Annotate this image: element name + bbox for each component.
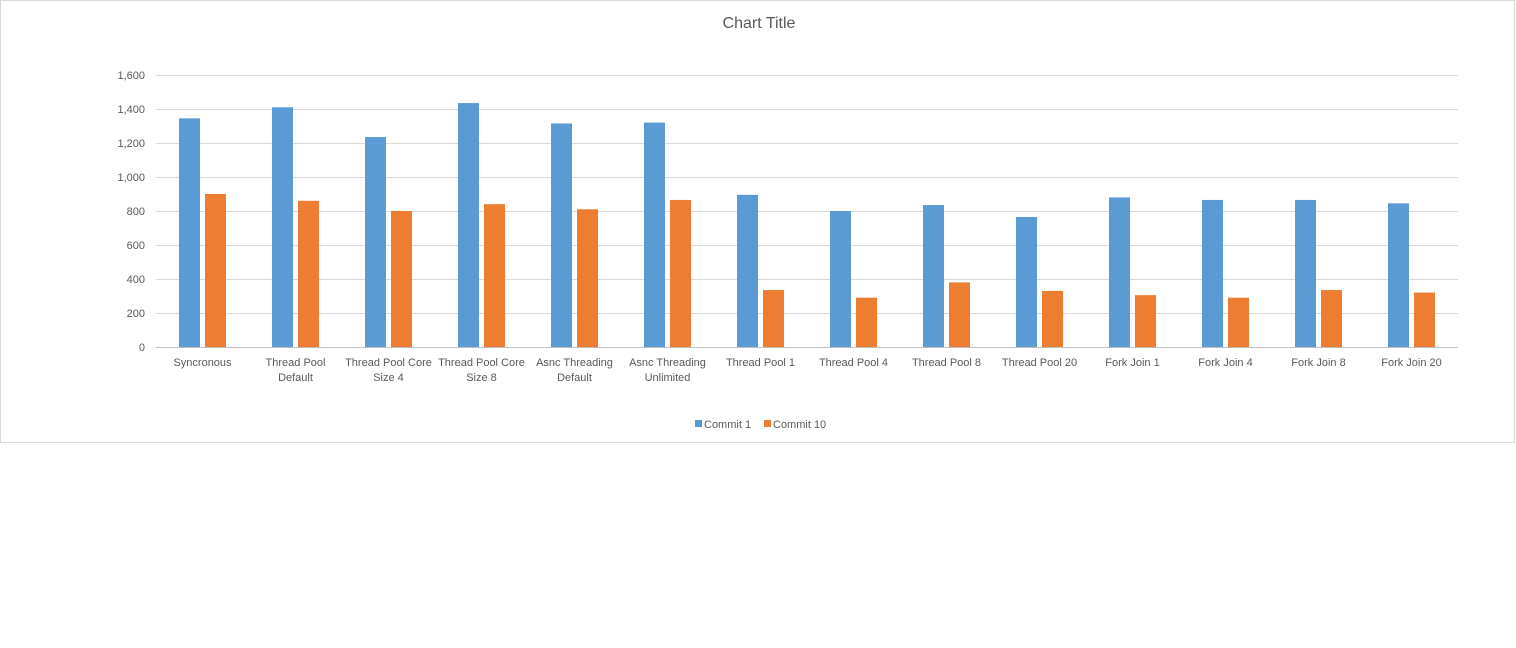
- bar-commit-10: [856, 297, 877, 347]
- x-category-label: Thread Pool 8: [912, 357, 981, 369]
- x-category-label: Thread Pool 20: [1002, 357, 1077, 369]
- bar-commit-10: [577, 209, 598, 347]
- bar-commit-10: [298, 200, 319, 347]
- y-tick-label: 0: [139, 342, 145, 354]
- x-category-label: Fork Join 4: [1198, 357, 1252, 369]
- bar-commit-1: [1388, 203, 1409, 347]
- x-category-label: Syncronous: [173, 357, 232, 369]
- x-category-label: Asnc Threading Default: [536, 357, 613, 384]
- legend: Commit 1 Commit 10: [695, 419, 826, 431]
- bar-commit-1: [1202, 199, 1223, 347]
- bar-commit-10: [763, 290, 784, 347]
- x-category-label: Thread Pool 1: [726, 357, 795, 369]
- bar-commit-10: [1414, 292, 1435, 347]
- bar-commit-1: [830, 211, 851, 347]
- x-category-label: Fork Join 20: [1381, 357, 1442, 369]
- x-category-label: Thread Pool Core Size 8: [438, 357, 525, 384]
- bar-commit-1: [1109, 197, 1130, 347]
- bar-commit-10: [391, 211, 412, 347]
- bar-commit-1: [1295, 199, 1316, 347]
- bar-commit-10: [205, 194, 226, 347]
- bar-chart: Chart Title 0 200 400 600 800 1,000 1,200 1,400…: [117, 15, 1458, 431]
- bar-commit-10: [1042, 290, 1063, 347]
- bar-commit-1: [737, 194, 758, 347]
- y-axis-tick-labels: 0 200 400 600 800 1,000 1,200 1,400 1,600: [117, 70, 145, 354]
- bar-commit-1: [272, 107, 293, 347]
- bar-commit-10: [1228, 297, 1249, 347]
- bar-commit-10: [1135, 295, 1156, 347]
- x-category-label: Fork Join 8: [1291, 357, 1345, 369]
- x-category-label: Thread Pool Core Size 4: [345, 357, 432, 384]
- y-tick-label: 400: [127, 274, 145, 286]
- x-category-label: Asnc Threading Unlimited: [629, 357, 706, 384]
- legend-swatch: [695, 420, 702, 427]
- bar-commit-1: [551, 123, 572, 347]
- x-category-label: Thread Pool 4: [819, 357, 888, 369]
- bar-commit-1: [179, 118, 200, 347]
- bar-commit-1: [923, 205, 944, 347]
- bar-commit-10: [949, 282, 970, 347]
- chart-title: Chart Title: [723, 15, 796, 32]
- bar-commit-10: [670, 199, 691, 347]
- bar-commit-1: [365, 137, 386, 347]
- bar-commit-10: [484, 204, 505, 347]
- x-category-label: Thread Pool Default: [266, 357, 326, 384]
- x-category-label: Fork Join 1: [1105, 357, 1159, 369]
- bar-commit-1: [458, 103, 479, 347]
- legend-swatch: [764, 420, 771, 427]
- y-tick-label: 1,000: [117, 172, 145, 184]
- bar-commit-1: [1016, 216, 1037, 347]
- y-tick-label: 600: [127, 240, 145, 252]
- bar-commit-1: [644, 122, 665, 347]
- bar-commit-10: [1321, 290, 1342, 347]
- y-tick-label: 1,200: [117, 138, 145, 150]
- y-tick-label: 200: [127, 308, 145, 320]
- category-labels: Syncronous Thread Pool Default Thread Pool …: [173, 357, 1441, 384]
- chart-frame: Chart Title 0 200 400 600 800 1,000 1,200 1,400…: [0, 0, 1515, 443]
- y-tick-label: 1,600: [117, 70, 145, 82]
- gridlines: [156, 75, 1458, 348]
- y-tick-label: 800: [127, 206, 145, 218]
- legend-label: Commit 10: [773, 419, 826, 431]
- bars: [179, 103, 1435, 347]
- y-tick-label: 1,400: [117, 104, 145, 116]
- legend-label: Commit 1: [704, 419, 751, 431]
